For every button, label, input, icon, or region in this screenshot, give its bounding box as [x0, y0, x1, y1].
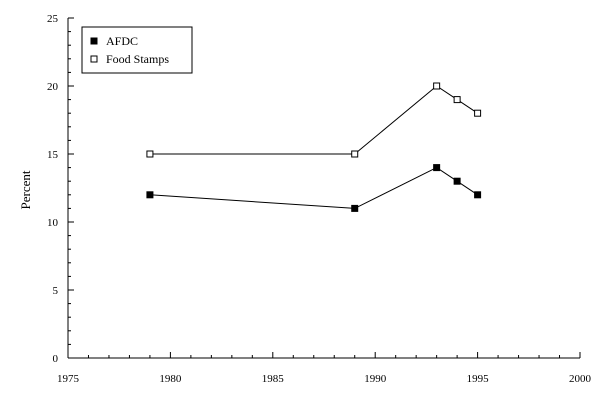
legend-label: AFDC	[106, 34, 138, 48]
data-point	[453, 96, 461, 104]
x-tick-label: 1990	[364, 373, 387, 385]
data-point	[146, 150, 154, 158]
legend: AFDC Food Stamps	[81, 26, 193, 74]
data-point	[453, 177, 461, 185]
x-tick-label: 1995	[467, 373, 490, 385]
x-tick-label: 1985	[262, 373, 285, 385]
series-line	[149, 167, 478, 209]
y-tick-label: 5	[53, 285, 59, 297]
series-layer	[146, 82, 482, 212]
legend-label: Food Stamps	[106, 52, 169, 66]
data-point	[433, 164, 441, 172]
y-axis-label: Percent	[18, 170, 33, 209]
x-tick-label: 2000	[569, 373, 592, 385]
series-line	[149, 85, 478, 155]
data-point	[474, 191, 482, 199]
x-tick-label: 1975	[57, 373, 80, 385]
axes: 0 5 10 15 20 25 1975 1980 1985 1990 1995 2000	[47, 13, 592, 385]
series-food-stamps	[146, 82, 482, 158]
legend-marker	[90, 55, 98, 63]
data-point	[351, 150, 359, 158]
y-tick-label: 10	[47, 217, 59, 229]
data-point	[351, 204, 359, 212]
legend-marker	[90, 37, 98, 45]
x-tick-label: 1980	[159, 373, 182, 385]
y-tick-label: 20	[47, 81, 59, 93]
y-tick-label: 15	[47, 149, 59, 161]
data-point	[433, 82, 441, 90]
legend-box	[81, 26, 193, 74]
series-afdc	[146, 164, 482, 212]
data-point	[474, 109, 482, 117]
data-point	[146, 191, 154, 199]
y-tick-label: 25	[47, 13, 59, 25]
y-tick-label: 0	[53, 353, 59, 365]
